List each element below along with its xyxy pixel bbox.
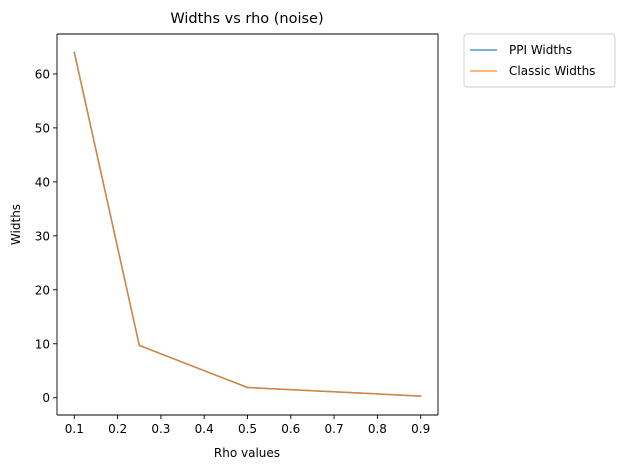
chart-title: Widths vs rho (noise) bbox=[170, 11, 323, 27]
y-tick-label: 0 bbox=[42, 391, 50, 405]
series-line-classic-widths bbox=[73, 52, 421, 397]
legend-label-ppi-widths: PPI Widths bbox=[509, 43, 572, 57]
series-layer bbox=[73, 51, 422, 397]
x-tick-label: 0.4 bbox=[195, 422, 214, 436]
y-axis-label: Widths bbox=[9, 204, 23, 245]
legend: PPI Widths Classic Widths bbox=[463, 33, 616, 88]
data-point-classic-widths-1 bbox=[138, 344, 141, 347]
y-tick-label: 50 bbox=[35, 121, 50, 135]
x-tick-label: 0.1 bbox=[65, 422, 84, 436]
x-tick-label: 0.8 bbox=[368, 422, 387, 436]
data-point-classic-widths-3 bbox=[419, 395, 422, 397]
y-axis-ticks: 0 10 20 30 40 50 60 bbox=[35, 67, 57, 405]
plot-area bbox=[57, 34, 438, 415]
legend-box bbox=[463, 33, 616, 88]
data-point-classic-widths-0 bbox=[73, 51, 76, 54]
x-tick-label: 0.7 bbox=[325, 422, 344, 436]
x-tick-label: 0.9 bbox=[411, 422, 430, 436]
y-tick-label: 60 bbox=[35, 67, 50, 81]
x-tick-label: 0.3 bbox=[151, 422, 170, 436]
x-tick-label: 0.2 bbox=[108, 422, 127, 436]
y-tick-label: 10 bbox=[35, 337, 50, 351]
y-tick-label: 20 bbox=[35, 283, 50, 297]
legend-label-classic-widths: Classic Widths bbox=[509, 64, 595, 78]
x-axis-label: Rho values bbox=[214, 446, 280, 460]
x-tick-label: 0.5 bbox=[238, 422, 257, 436]
x-tick-label: 0.6 bbox=[281, 422, 300, 436]
x-axis-ticks: 0.1 0.2 0.3 0.4 0.5 0.6 0.7 0.8 0.9 bbox=[65, 415, 430, 436]
data-point-classic-widths-2 bbox=[246, 386, 249, 389]
y-tick-label: 30 bbox=[35, 229, 50, 243]
y-tick-label: 40 bbox=[35, 175, 50, 189]
